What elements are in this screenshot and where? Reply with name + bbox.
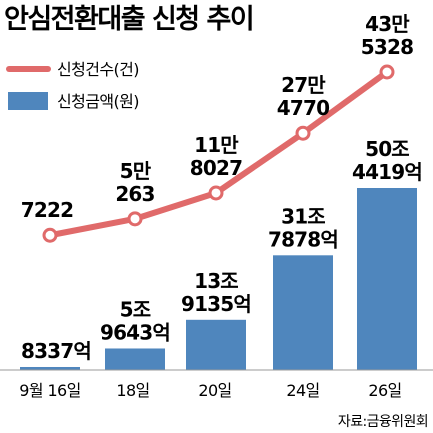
legend-label-amount: 신청금액(원) bbox=[57, 92, 139, 111]
line-point bbox=[295, 125, 311, 141]
count-data-label: 7222 bbox=[21, 198, 73, 222]
chart-title: 안심전환대출 신청 추이 bbox=[4, 4, 253, 35]
amount-data-label: 13조 9135억 bbox=[181, 269, 251, 316]
bar bbox=[357, 188, 417, 370]
bar-series bbox=[20, 188, 417, 370]
source-note: 자료:금융위원회 bbox=[338, 414, 428, 430]
amount-data-label: 8337억 bbox=[21, 339, 91, 363]
count-data-label: 11만 8027 bbox=[190, 133, 242, 180]
count-data-label: 43만 5328 bbox=[361, 12, 413, 59]
x-tick-label: 20일 bbox=[198, 381, 231, 400]
line-point bbox=[379, 64, 395, 80]
x-tick-label: 26일 bbox=[368, 381, 401, 400]
amount-data-label: 50조 4419억 bbox=[352, 137, 422, 184]
legend-swatch-amount bbox=[8, 92, 48, 110]
legend-label-count: 신청건수(건) bbox=[57, 60, 139, 79]
bar bbox=[105, 348, 165, 370]
bar bbox=[273, 255, 333, 370]
line-point bbox=[127, 211, 143, 227]
x-tick-label: 24일 bbox=[286, 381, 319, 400]
x-tick-labels: 9월 16일 18일 20일 24일 26일 bbox=[19, 381, 402, 400]
line-point bbox=[42, 227, 58, 243]
data-labels: 7222 5만 263 11만 8027 27만 4770 43만 5328 8337억 5조 964… bbox=[21, 12, 423, 363]
x-tick-label: 9월 16일 bbox=[19, 381, 80, 400]
legend: 신청건수(건) 신청금액(원) bbox=[6, 60, 139, 111]
x-tick-label: 18일 bbox=[116, 381, 149, 400]
bar bbox=[186, 319, 246, 370]
line-point bbox=[208, 185, 224, 201]
bar bbox=[20, 366, 80, 370]
line-series bbox=[42, 64, 395, 243]
amount-data-label: 31조 7878억 bbox=[268, 204, 338, 251]
count-data-label: 5만 263 bbox=[115, 159, 154, 206]
amount-data-label: 5조 9643억 bbox=[100, 297, 170, 344]
count-data-label: 27만 4770 bbox=[277, 73, 329, 120]
